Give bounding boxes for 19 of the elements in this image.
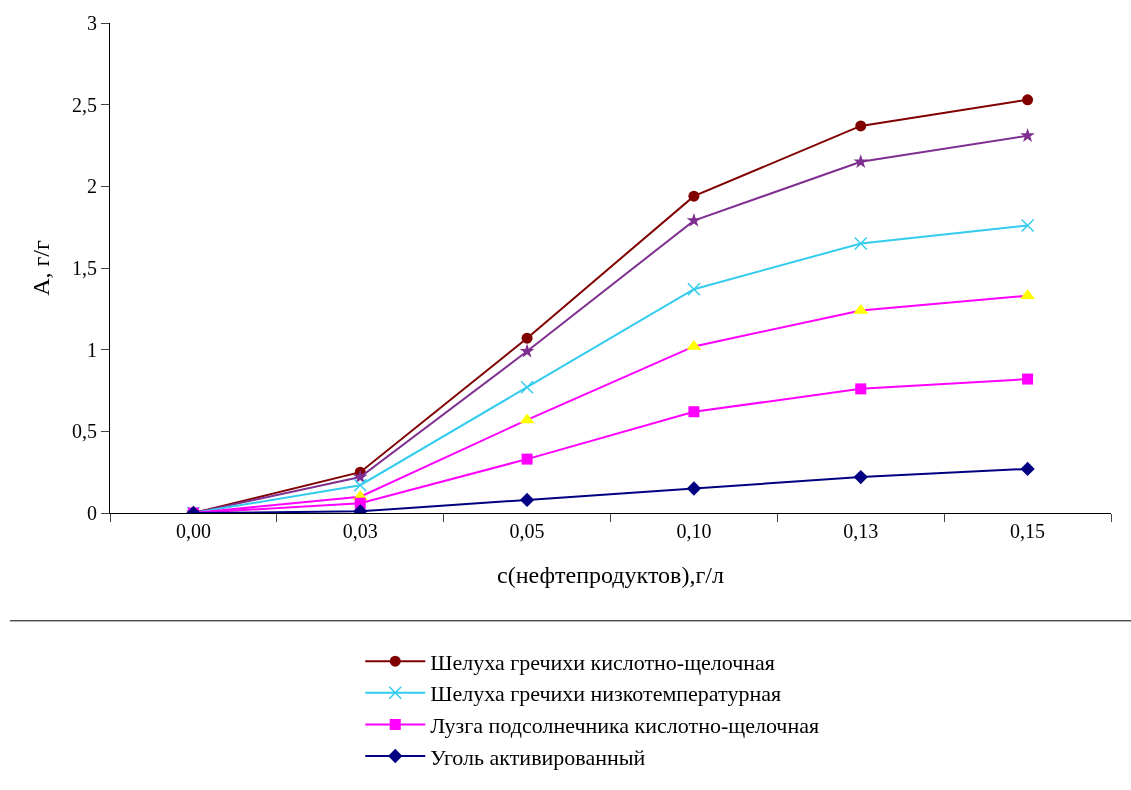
y-tick-label: 0,5 <box>72 420 97 443</box>
y-tick-label: 1,5 <box>72 257 97 279</box>
x-tick-label: 0,03 <box>342 520 378 542</box>
y-tick-label: 0 <box>87 502 97 524</box>
x-tick-label: 0,13 <box>843 520 879 542</box>
x-axis-title: с(нефтепродуктов),г/л <box>497 562 724 589</box>
x-tick-label: 0,15 <box>1010 520 1046 542</box>
x-tick-label: 0,00 <box>175 520 211 542</box>
legend-label: Шелуха гречихи низкотемпературная <box>430 681 782 707</box>
y-tick-label: 2 <box>87 175 97 198</box>
x-tick-label: 0,10 <box>676 520 712 542</box>
legend-label: Лузга подсолнечника кислотно-щелочная <box>430 712 820 738</box>
y-tick-label: 3 <box>87 12 97 34</box>
y-tick-label: 1 <box>87 338 97 361</box>
x-tick-label: 0,05 <box>509 520 545 542</box>
y-tick-label: 2,5 <box>72 93 97 116</box>
y-axis-title: А, г/г <box>28 240 55 296</box>
legend-label: Уголь активированный <box>430 744 646 770</box>
legend-label: Шелуха гречихи кислотно-щелочная <box>430 649 775 675</box>
